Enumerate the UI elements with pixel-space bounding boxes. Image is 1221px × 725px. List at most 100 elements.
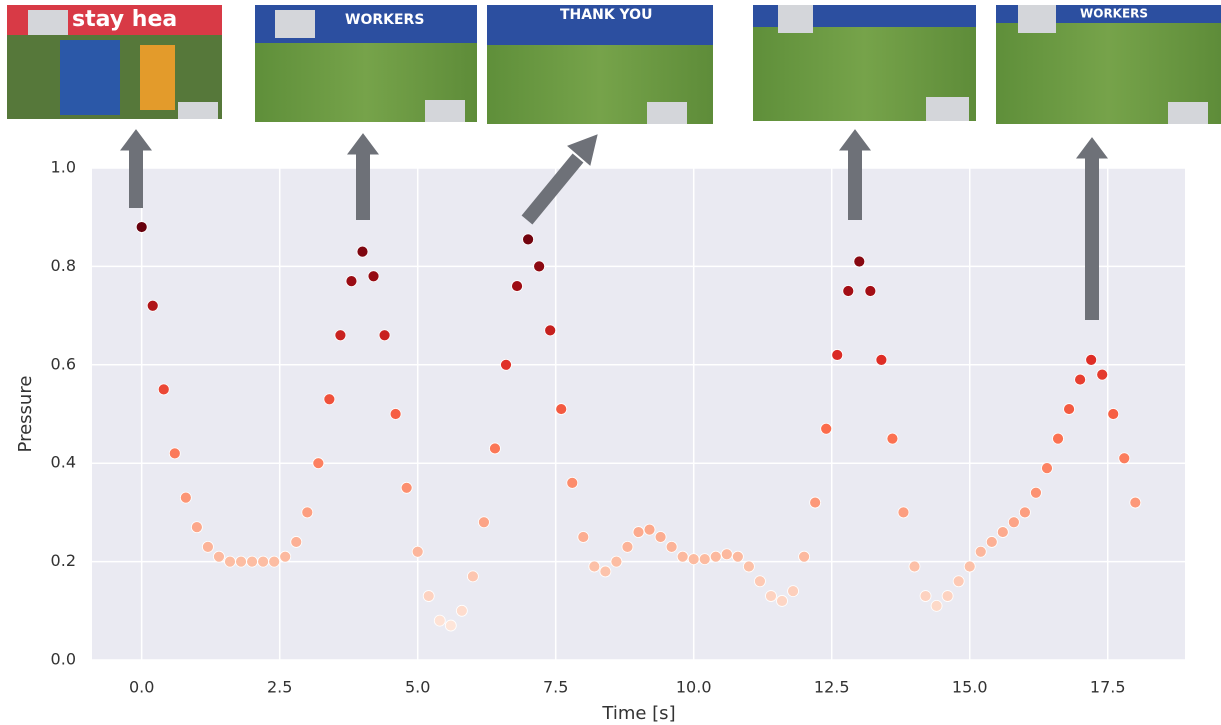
- point: [1052, 432, 1064, 445]
- point: [511, 280, 523, 292]
- point: [466, 570, 479, 583]
- point: [632, 526, 645, 538]
- point: [985, 536, 998, 548]
- point: [246, 555, 258, 568]
- point: [224, 555, 236, 568]
- point: [323, 393, 336, 406]
- point: [1129, 496, 1142, 509]
- arrow-head: [1076, 137, 1108, 159]
- y-tick-label: 0.4: [51, 453, 76, 472]
- point: [135, 221, 148, 233]
- point: [179, 491, 192, 504]
- point: [411, 545, 424, 558]
- point: [831, 349, 844, 361]
- point: [842, 285, 855, 297]
- arrow: [521, 153, 584, 225]
- point: [963, 560, 976, 573]
- point: [444, 619, 457, 632]
- point: [853, 255, 866, 268]
- point: [787, 585, 799, 598]
- point: [213, 550, 225, 563]
- point: [202, 540, 214, 553]
- y-tick-label: 0.0: [51, 650, 76, 669]
- x-tick-label: 10.0: [676, 678, 712, 697]
- point: [367, 270, 380, 283]
- point: [765, 590, 777, 602]
- point: [312, 457, 325, 470]
- point: [1074, 373, 1087, 386]
- point: [190, 521, 203, 534]
- arrows: [120, 129, 1108, 320]
- thumbnail: WORKERS: [255, 5, 477, 122]
- point: [621, 540, 634, 553]
- thumbnail: THANK YOU: [487, 5, 713, 124]
- point: [952, 575, 965, 588]
- point: [643, 523, 656, 536]
- point: [1007, 516, 1020, 529]
- x-tick-label: 15.0: [952, 678, 988, 697]
- points: [135, 221, 1142, 632]
- arrow-head: [120, 129, 152, 151]
- point: [157, 383, 170, 396]
- point: [555, 403, 568, 415]
- x-tick-label: 2.5: [267, 678, 292, 697]
- thumbnail: WORKERS: [996, 5, 1221, 124]
- thumbnail: [753, 5, 976, 121]
- y-tick-label: 1.0: [51, 158, 76, 177]
- point: [356, 245, 369, 258]
- point: [433, 614, 446, 627]
- point: [268, 555, 281, 568]
- point: [334, 329, 347, 342]
- point: [235, 555, 247, 568]
- point: [279, 550, 292, 563]
- thumbnails: stay hea WORKERS THANK YOU WORKERS: [7, 5, 1221, 124]
- thumbnail-text: THANK YOU: [560, 7, 652, 23]
- point: [919, 590, 932, 602]
- point: [478, 516, 490, 529]
- point: [345, 275, 358, 288]
- point: [743, 560, 755, 573]
- x-tick-label: 17.5: [1090, 678, 1126, 697]
- point: [665, 540, 678, 553]
- y-tick-label: 0.2: [51, 551, 76, 570]
- point: [566, 476, 579, 489]
- point: [1041, 462, 1053, 475]
- point: [422, 590, 435, 602]
- point: [1085, 353, 1098, 366]
- x-tick-label: 5.0: [405, 678, 430, 697]
- thumbnail: stay hea: [7, 5, 222, 119]
- point: [301, 506, 314, 519]
- point: [886, 432, 899, 445]
- point: [522, 233, 534, 246]
- point: [610, 555, 623, 568]
- arrow-head: [567, 134, 598, 166]
- point: [974, 545, 987, 558]
- y-tick-label: 0.6: [51, 354, 76, 373]
- thumbnail-text: WORKERS: [1080, 7, 1148, 21]
- x-tick-label: 7.5: [543, 678, 568, 697]
- x-tick-label: 12.5: [814, 678, 850, 697]
- point: [809, 496, 822, 509]
- point: [996, 526, 1009, 538]
- point: [1019, 506, 1031, 519]
- point: [577, 531, 590, 543]
- point: [864, 285, 877, 297]
- point: [599, 565, 612, 578]
- point: [400, 481, 413, 494]
- point: [897, 506, 910, 519]
- point: [875, 353, 888, 366]
- point: [533, 260, 546, 273]
- point: [500, 358, 512, 371]
- point: [588, 560, 601, 573]
- point: [146, 299, 159, 312]
- point: [930, 599, 943, 612]
- point: [754, 575, 766, 588]
- point: [378, 329, 391, 342]
- point: [168, 447, 181, 460]
- x-axis-title: Time [s]: [601, 703, 675, 724]
- point: [941, 590, 954, 602]
- arrow-head: [839, 129, 871, 151]
- point: [389, 408, 402, 420]
